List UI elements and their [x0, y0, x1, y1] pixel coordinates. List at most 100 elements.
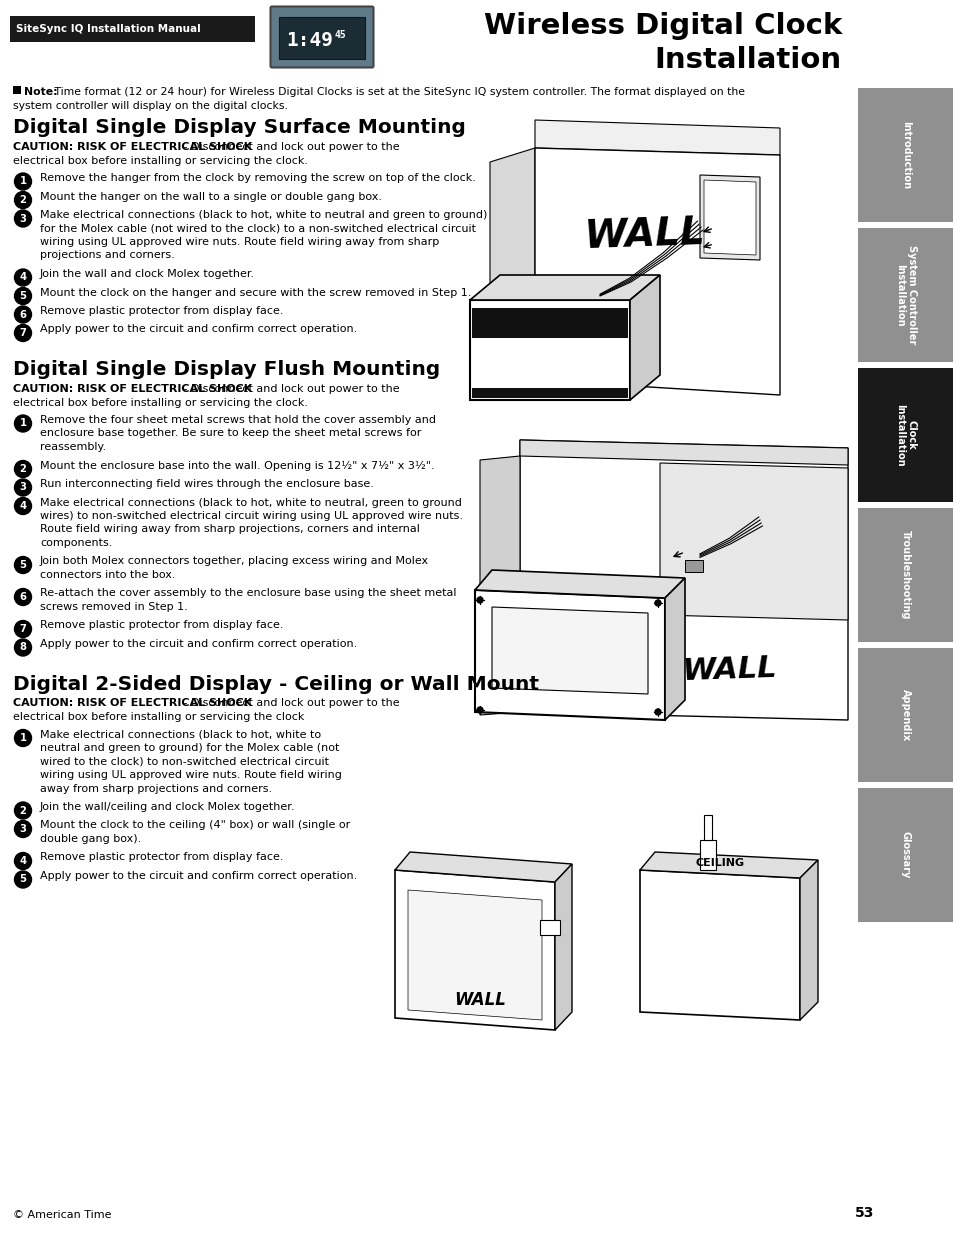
Polygon shape	[535, 148, 780, 395]
Bar	[857, 648, 953, 782]
Polygon shape	[472, 308, 627, 338]
Text: CEILING: CEILING	[695, 858, 743, 868]
Text: Make electrical connections (black to hot, white to neutral and green to ground): Make electrical connections (black to ho…	[40, 210, 487, 220]
FancyBboxPatch shape	[271, 6, 374, 68]
Bar	[278, 17, 365, 59]
Text: 6: 6	[19, 592, 27, 601]
Text: 3: 3	[20, 483, 27, 493]
Polygon shape	[475, 571, 684, 598]
Polygon shape	[470, 300, 629, 400]
Polygon shape	[470, 275, 659, 300]
Text: wires) to non-switched electrical circuit wiring using UL approved wire nuts.: wires) to non-switched electrical circui…	[40, 511, 462, 521]
Circle shape	[14, 325, 31, 342]
Text: Remove plastic protector from display face.: Remove plastic protector from display fa…	[40, 852, 283, 862]
Text: Digital Single Display Flush Mounting: Digital Single Display Flush Mounting	[13, 359, 439, 379]
Text: Apply power to the circuit and confirm correct operation.: Apply power to the circuit and confirm c…	[40, 638, 356, 650]
Text: Note:: Note:	[24, 86, 57, 98]
Text: 2: 2	[20, 195, 27, 205]
Text: 5: 5	[19, 559, 27, 571]
Text: Run interconnecting field wires through the enclosure base.: Run interconnecting field wires through …	[40, 479, 374, 489]
Text: electrical box before installing or servicing the clock: electrical box before installing or serv…	[13, 713, 304, 722]
Circle shape	[14, 871, 31, 888]
Polygon shape	[639, 869, 800, 1020]
Circle shape	[655, 709, 660, 715]
Text: 1: 1	[19, 419, 27, 429]
Bar	[539, 920, 559, 935]
Circle shape	[14, 461, 31, 478]
Text: Time format (12 or 24 hour) for Wireless Digital Clocks is set at the SiteSync I: Time format (12 or 24 hour) for Wireless…	[51, 86, 744, 98]
Circle shape	[14, 191, 31, 209]
Text: System Controller
Installation: System Controller Installation	[894, 246, 916, 345]
Polygon shape	[492, 606, 647, 694]
Text: wiring using UL approved wire nuts. Route field wiring: wiring using UL approved wire nuts. Rout…	[40, 769, 341, 781]
Text: 2: 2	[20, 805, 27, 815]
Text: Mount the hanger on the wall to a single or double gang box.: Mount the hanger on the wall to a single…	[40, 191, 381, 201]
Text: wired to the clock) to non-switched electrical circuit: wired to the clock) to non-switched elec…	[40, 757, 329, 767]
Circle shape	[14, 802, 31, 819]
Circle shape	[14, 820, 31, 837]
Text: Mount the clock to the ceiling (4" box) or wall (single or: Mount the clock to the ceiling (4" box) …	[40, 820, 350, 830]
Text: 6: 6	[19, 310, 27, 320]
Text: screws removed in Step 1.: screws removed in Step 1.	[40, 601, 188, 613]
Text: Route field wiring away from sharp projections, corners and internal: Route field wiring away from sharp proje…	[40, 525, 419, 535]
Text: Remove plastic protector from display face.: Remove plastic protector from display fa…	[40, 620, 283, 631]
Text: Join the wall and clock Molex together.: Join the wall and clock Molex together.	[40, 269, 254, 279]
Text: CAUTION: RISK OF ELECTRICAL SHOCK: CAUTION: RISK OF ELECTRICAL SHOCK	[13, 142, 252, 152]
Circle shape	[655, 600, 660, 606]
Polygon shape	[519, 440, 847, 466]
Text: Glossary: Glossary	[900, 831, 910, 878]
Text: 53: 53	[854, 1207, 874, 1220]
Text: Apply power to the circuit and confirm correct operation.: Apply power to the circuit and confirm c…	[40, 325, 356, 335]
Polygon shape	[490, 148, 535, 395]
Text: WALL: WALL	[583, 214, 705, 256]
Text: 3: 3	[20, 214, 27, 224]
Polygon shape	[703, 180, 755, 254]
Text: 1:49: 1:49	[286, 32, 334, 51]
Text: 45: 45	[334, 30, 346, 40]
Text: Wireless Digital Clock: Wireless Digital Clock	[483, 12, 841, 40]
Circle shape	[14, 498, 31, 515]
Circle shape	[14, 173, 31, 190]
Text: - Disconnect and lock out power to the: - Disconnect and lock out power to the	[179, 699, 399, 709]
Text: Installation: Installation	[654, 46, 841, 74]
Text: SiteSync IQ Installation Manual: SiteSync IQ Installation Manual	[16, 23, 200, 35]
Text: WALL: WALL	[454, 990, 505, 1009]
Bar	[703, 815, 711, 840]
Text: Mount the clock on the hanger and secure with the screw removed in Step 1.: Mount the clock on the hanger and secure…	[40, 288, 471, 298]
Polygon shape	[472, 388, 627, 398]
Text: Remove the hanger from the clock by removing the screw on top of the clock.: Remove the hanger from the clock by remo…	[40, 173, 476, 183]
Text: 4: 4	[19, 501, 27, 511]
Text: Remove the four sheet metal screws that hold the cover assembly and: Remove the four sheet metal screws that …	[40, 415, 436, 425]
Circle shape	[14, 557, 31, 573]
Polygon shape	[555, 864, 572, 1030]
Text: double gang box).: double gang box).	[40, 834, 141, 844]
Text: neutral and green to ground) for the Molex cable (not: neutral and green to ground) for the Mol…	[40, 743, 339, 753]
Bar	[857, 508, 953, 642]
Bar	[857, 788, 953, 923]
Bar	[589, 291, 612, 305]
Text: - Disconnect and lock out power to the: - Disconnect and lock out power to the	[179, 384, 399, 394]
Polygon shape	[475, 590, 664, 720]
Text: 2: 2	[20, 464, 27, 474]
Text: 3: 3	[20, 824, 27, 834]
Bar	[13, 86, 21, 94]
Text: Clock
Installation: Clock Installation	[894, 404, 916, 467]
Text: Join both Molex connectors together, placing excess wiring and Molex: Join both Molex connectors together, pla…	[40, 557, 429, 567]
Text: 8: 8	[19, 642, 27, 652]
Text: Digital 2-Sided Display - Ceiling or Wall Mount: Digital 2-Sided Display - Ceiling or Wal…	[13, 674, 538, 694]
Text: 4: 4	[19, 273, 27, 283]
Text: 4: 4	[19, 856, 27, 866]
Polygon shape	[659, 463, 847, 620]
Text: Join the wall/ceiling and clock Molex together.: Join the wall/ceiling and clock Molex to…	[40, 802, 295, 811]
Polygon shape	[664, 578, 684, 720]
Text: Troubleshooting: Troubleshooting	[900, 530, 910, 620]
Bar	[857, 88, 953, 222]
Circle shape	[476, 706, 482, 713]
Polygon shape	[479, 456, 519, 715]
Circle shape	[14, 210, 31, 227]
Polygon shape	[535, 120, 780, 156]
Text: for the Molex cable (not wired to the clock) to a non-switched electrical circui: for the Molex cable (not wired to the cl…	[40, 224, 476, 233]
Text: connectors into the box.: connectors into the box.	[40, 571, 175, 580]
Text: away from sharp projections and corners.: away from sharp projections and corners.	[40, 783, 272, 794]
Polygon shape	[408, 890, 541, 1020]
